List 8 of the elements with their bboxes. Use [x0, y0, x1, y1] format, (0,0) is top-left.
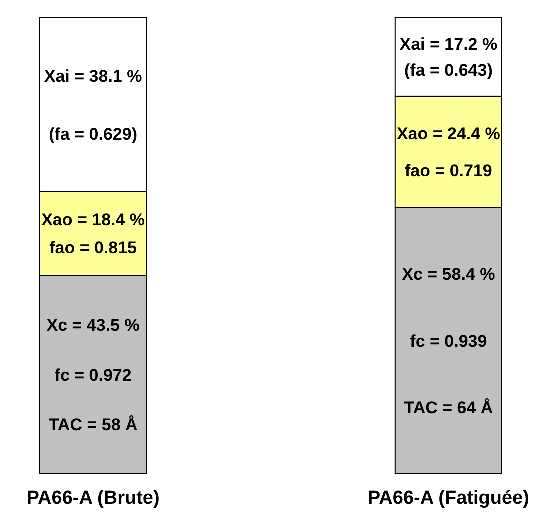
data-label: Xai = 17.2 % (fa = 0.643)	[400, 35, 498, 80]
x-tick-label: PA66-A (Fatiguée)	[368, 488, 530, 509]
data-label: Xao = 24.4 % fao = 0.719	[396, 124, 500, 181]
data-label: Xao = 18.4 % fao = 0.815	[42, 210, 146, 258]
text: Xai = 38.1 % (fa = 0.629)	[44, 66, 142, 144]
text: Xc = 58.4 % fc = 0.939 TAC = 64 Å	[402, 265, 496, 418]
text: Xc = 43.5 % fc = 0.972 TAC = 58 Å	[46, 316, 140, 434]
x-tick-label: PA66-A (Brute)	[26, 488, 160, 509]
